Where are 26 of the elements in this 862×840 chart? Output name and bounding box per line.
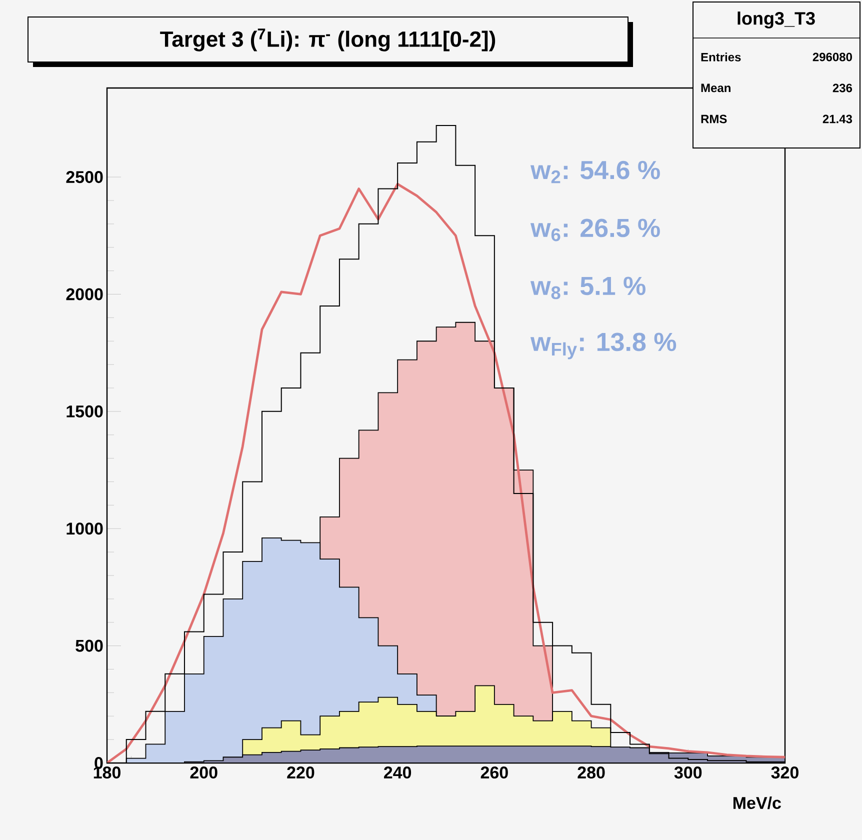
y-tick-label: 500: [76, 640, 103, 652]
text: 296080: [812, 52, 852, 62]
x-tick-label: 320: [771, 766, 798, 779]
annotation: w$_{8}$: 5.1 %: [530, 276, 646, 300]
text: 236: [832, 84, 852, 92]
annotation: Mean: [701, 84, 730, 92]
x-tick-label: 280: [578, 766, 605, 779]
x-tick-label: 260: [480, 766, 508, 779]
x-tick-label: 240: [384, 766, 412, 779]
x-tick-label: 180: [94, 766, 120, 779]
text: Entries: [701, 52, 741, 62]
y-tick-label: 2000: [66, 288, 103, 300]
y-tick-label: 1000: [66, 522, 103, 535]
annotation: w$_{6}$: 26.5 %: [530, 218, 660, 242]
x-tick-label: 300: [674, 766, 702, 779]
y-tick-label: 2500: [66, 171, 103, 184]
x-tick-label: 200: [190, 766, 218, 779]
annotation: w$_{Fly}$: 13.8 %: [530, 332, 676, 360]
text: 21.43: [822, 114, 852, 124]
text: long3_T3: [738, 12, 815, 28]
annotation: w$_{2}$: 54.6 %: [530, 160, 660, 184]
x-tick-label: 220: [287, 766, 314, 779]
x-axis-title: MeV/c: [733, 796, 781, 810]
annotation: RMS: [701, 114, 727, 124]
chart-title: Target 3 ($^{7}$Li): π$^{-}$ (long 1111[0-2]): [160, 28, 496, 52]
y-tick-label: 1500: [66, 405, 103, 418]
